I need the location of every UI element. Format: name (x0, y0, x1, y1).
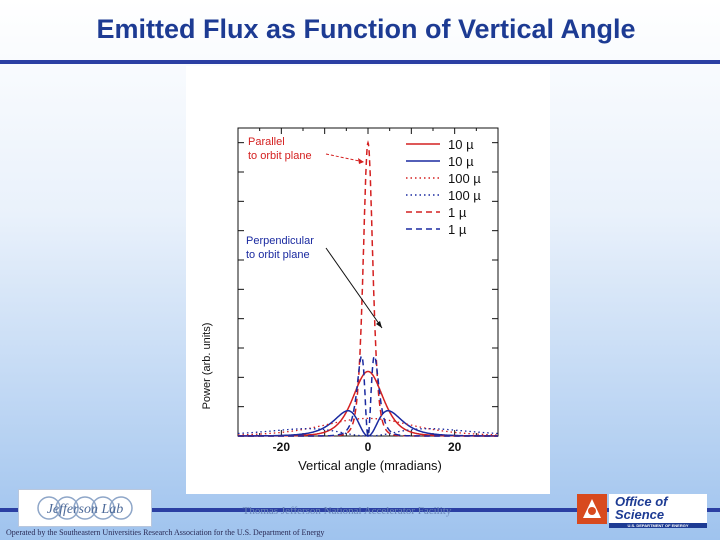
footer-rule (0, 508, 720, 512)
annotations: Parallel to orbit plane Perpendicular to… (246, 136, 383, 329)
annotation-perpendicular-leader (325, 247, 383, 329)
annotation-perpendicular-line2: to orbit plane (246, 249, 310, 261)
office-logo-line2: Science (615, 507, 664, 522)
annotation-parallel-line2: to orbit plane (248, 150, 312, 162)
legend: 10 µ 10 µ 100 µ 100 µ 1 µ 1 µ (406, 137, 481, 237)
office-logo-line1: Office of (615, 494, 669, 509)
operated-by-text: Operated by the Southeastern Universitie… (6, 528, 325, 537)
x-tick-label: 20 (448, 440, 462, 454)
chart-panel: -20 0 20 Vertical angle (mradians) Power (… (186, 66, 550, 494)
office-logo-line3: U.S. DEPARTMENT OF ENERGY (627, 523, 688, 528)
x-tick-label: -20 (273, 440, 291, 454)
y-axis-label: Power (arb. units) (201, 323, 213, 410)
series-line-3 (237, 427, 499, 437)
series-line-4 (238, 140, 498, 437)
annotation-perpendicular-arrow (376, 321, 382, 328)
annotation-perpendicular-line1: Perpendicular (246, 235, 314, 247)
ticks-layer: -20 0 20 (273, 440, 462, 454)
annotation-parallel-arrow (358, 158, 364, 164)
legend-label-1: 10 µ (448, 154, 474, 169)
legend-label-5: 1 µ (448, 222, 467, 237)
jefferson-lab-logo-icon: Jefferson Lab (37, 496, 133, 520)
slide-title: Emitted Flux as Function of Vertical Ang… (96, 14, 636, 44)
doe-emblem-icon: Office of Science U.S. DEPARTMENT OF ENE… (577, 494, 707, 528)
series-line-5 (238, 354, 498, 439)
jefferson-lab-logo: Jefferson Lab (18, 489, 152, 527)
legend-label-3: 100 µ (448, 188, 481, 203)
series-line-0 (238, 370, 498, 437)
annotation-parallel-leader (325, 153, 365, 163)
x-axis-label: Vertical angle (mradians) (298, 458, 442, 473)
legend-label-0: 10 µ (448, 137, 474, 152)
facility-name: Thomas Jefferson National Accelerator Fa… (242, 505, 452, 517)
flux-chart: -20 0 20 Vertical angle (mradians) Power (… (201, 127, 499, 473)
legend-label-2: 100 µ (448, 171, 481, 186)
jefferson-lab-logo-text: Jefferson Lab (47, 502, 124, 517)
series-line-2 (237, 417, 499, 436)
series-layer (237, 140, 499, 439)
legend-label-4: 1 µ (448, 205, 467, 220)
annotation-parallel-line1: Parallel (248, 136, 285, 148)
x-tick-label: 0 (365, 440, 372, 454)
title-rule (0, 60, 720, 64)
office-of-science-logo: Office of Science U.S. DEPARTMENT OF ENE… (577, 490, 707, 528)
